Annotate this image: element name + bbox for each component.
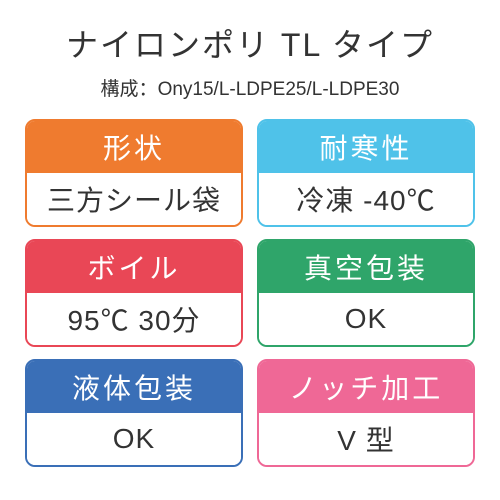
spec-label: 真空包装 bbox=[259, 241, 473, 293]
spec-cell-cold: 耐寒性 冷凍 -40℃ bbox=[257, 119, 475, 227]
spec-label: ボイル bbox=[27, 241, 241, 293]
spec-cell-liquid: 液体包装 OK bbox=[25, 359, 243, 467]
spec-cell-notch: ノッチ加工 V 型 bbox=[257, 359, 475, 467]
spec-label: 液体包装 bbox=[27, 361, 241, 413]
spec-cell-vacuum: 真空包装 OK bbox=[257, 239, 475, 347]
spec-value: OK bbox=[27, 413, 241, 465]
spec-value: 冷凍 -40℃ bbox=[259, 173, 473, 225]
spec-grid: 形状 三方シール袋 耐寒性 冷凍 -40℃ ボイル 95℃ 30分 真空包装 O… bbox=[15, 119, 485, 467]
spec-value: 三方シール袋 bbox=[27, 173, 241, 225]
spec-label: 形状 bbox=[27, 121, 241, 173]
spec-label: ノッチ加工 bbox=[259, 361, 473, 413]
spec-value: OK bbox=[259, 293, 473, 345]
spec-cell-shape: 形状 三方シール袋 bbox=[25, 119, 243, 227]
composition-label: 構成： bbox=[101, 79, 158, 100]
spec-value: 95℃ 30分 bbox=[27, 293, 241, 345]
composition-text: 構成：Ony15/L-LDPE25/L-LDPE30 bbox=[101, 74, 400, 101]
composition-value: Ony15/L-LDPE25/L-LDPE30 bbox=[158, 79, 400, 100]
spec-value: V 型 bbox=[259, 413, 473, 465]
product-title: ナイロンポリ TL タイプ bbox=[66, 20, 434, 66]
spec-label: 耐寒性 bbox=[259, 121, 473, 173]
spec-cell-boil: ボイル 95℃ 30分 bbox=[25, 239, 243, 347]
